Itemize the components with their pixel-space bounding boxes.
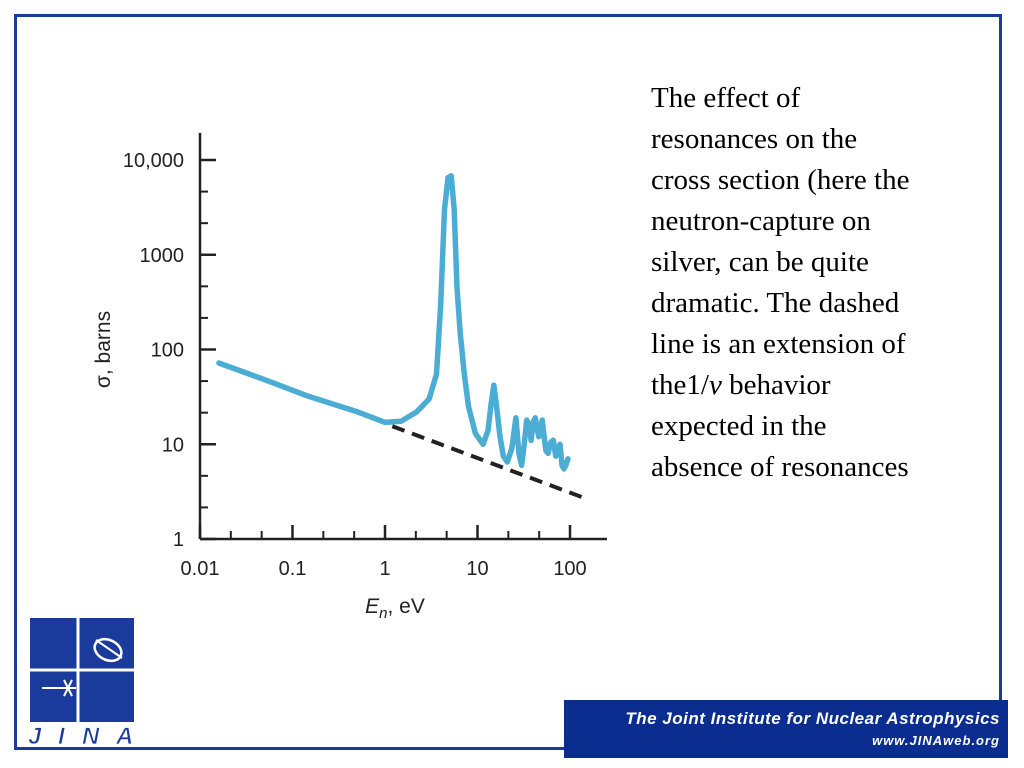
- x-tick-label: 10: [466, 558, 488, 580]
- y-tick-label: 10: [162, 434, 184, 456]
- axis-labels: σ, barns En, eV: [92, 311, 425, 622]
- velocity-symbol: v: [709, 369, 722, 401]
- chart-svg: 1 10 100 1000 10,000 0.01 0.1 1 10 100 σ, barns E…: [92, 133, 607, 622]
- x-tick-label: 0.01: [181, 558, 220, 580]
- y-axis-label: σ, barns: [92, 311, 115, 388]
- logo-letter: N: [82, 723, 100, 748]
- description-line: line is an extension of: [651, 328, 906, 360]
- description-line: cross section (here the: [651, 164, 910, 196]
- y-tick-label: 100: [151, 340, 184, 362]
- x-axis-label-var: E: [365, 595, 380, 618]
- jina-logo-icon: J I N A: [28, 618, 134, 750]
- slide-frame: [14, 14, 1002, 750]
- y-tick-label: 1000: [140, 245, 185, 267]
- x-tick-label: 1: [379, 558, 390, 580]
- series-layer: [216, 173, 590, 502]
- cross-section-curve: [216, 173, 571, 472]
- jina-banner: The Joint Institute for Nuclear Astrophy…: [564, 700, 1008, 758]
- logo-letter: A: [115, 723, 133, 748]
- description-line: neutron-capture on: [651, 205, 871, 237]
- x-axis-label-unit: , eV: [388, 595, 425, 618]
- description-text-part: the1/: [651, 369, 709, 401]
- x-tick-label: 0.1: [279, 558, 307, 580]
- description-line: the1/v behavior: [651, 365, 981, 406]
- y-tick-label: 10,000: [123, 150, 184, 172]
- description-line: resonances on the: [651, 123, 858, 155]
- banner-title: The Joint Institute for Nuclear Astrophy…: [625, 709, 1000, 728]
- jina-logo: J I N A: [22, 614, 147, 750]
- description-line: expected in the: [651, 410, 827, 442]
- one-over-v-dashed-line: [391, 424, 590, 502]
- x-tick-label: 100: [553, 558, 586, 580]
- description-line: absence of resonances: [651, 451, 909, 483]
- description-text: The effect of resonances on the cross se…: [651, 78, 981, 488]
- description-line: dramatic. The dashed: [651, 287, 900, 319]
- x-axis-label: En, eV: [365, 595, 425, 622]
- x-axis-label-sub: n: [379, 605, 387, 622]
- logo-letter: J: [28, 723, 42, 748]
- description-line: The effect of: [651, 82, 801, 114]
- axes: 1 10 100 1000 10,000 0.01 0.1 1 10 100: [123, 133, 607, 580]
- description-line: silver, can be quite: [651, 246, 869, 278]
- banner-url: www.JINAweb.org: [872, 733, 1000, 748]
- y-tick-label: 1: [173, 529, 184, 551]
- logo-letter: I: [58, 723, 66, 748]
- cross-section-chart: 1 10 100 1000 10,000 0.01 0.1 1 10 100 σ, barns E…: [80, 115, 640, 635]
- description-text-part: behavior: [721, 369, 831, 401]
